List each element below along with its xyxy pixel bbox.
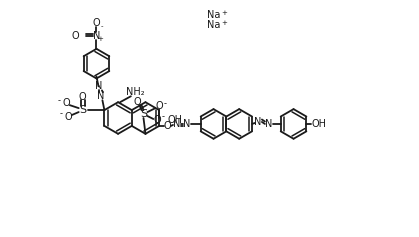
Text: -: - — [162, 113, 165, 122]
Text: O: O — [64, 112, 72, 122]
Text: O: O — [71, 31, 79, 41]
Text: -: - — [59, 109, 62, 118]
Text: S: S — [140, 109, 147, 119]
Text: Na: Na — [207, 20, 220, 30]
Text: +: + — [221, 10, 227, 16]
Text: N: N — [183, 119, 191, 129]
Text: N: N — [254, 117, 261, 127]
Text: -: - — [164, 99, 167, 108]
Text: N: N — [97, 91, 104, 101]
Text: O: O — [163, 121, 171, 131]
Text: OH: OH — [167, 115, 182, 125]
Text: O: O — [62, 98, 70, 108]
Text: O: O — [79, 92, 86, 102]
Text: N: N — [265, 119, 272, 129]
Text: +: + — [98, 36, 103, 42]
Text: Na: Na — [207, 10, 220, 20]
Text: +: + — [221, 20, 227, 26]
Text: O: O — [93, 18, 100, 28]
Text: O: O — [153, 115, 161, 125]
Text: -: - — [100, 23, 103, 29]
Text: N: N — [95, 81, 102, 91]
Text: S: S — [79, 105, 86, 115]
Text: OH: OH — [311, 119, 326, 129]
Text: N: N — [93, 31, 100, 41]
Text: NH₂: NH₂ — [126, 87, 144, 97]
Text: N: N — [173, 119, 181, 129]
Text: O: O — [155, 101, 163, 111]
Text: O: O — [134, 97, 141, 107]
Text: -: - — [57, 96, 60, 105]
